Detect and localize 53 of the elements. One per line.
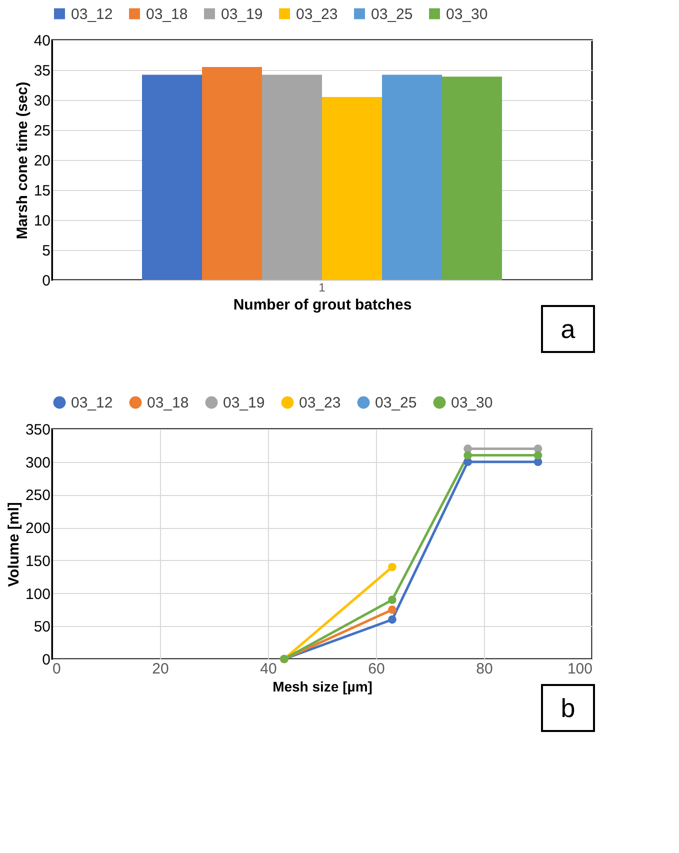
bar <box>442 76 502 280</box>
legend-label: 03_30 <box>451 394 493 412</box>
legend-label: 03_12 <box>71 394 113 412</box>
x-axis-title: Number of grout batches <box>233 296 412 314</box>
y-tick-label: 25 <box>34 122 50 140</box>
legend-label: 03_23 <box>296 6 338 23</box>
legend-label: 03_18 <box>147 394 189 412</box>
y-tick-label: 350 <box>25 422 50 438</box>
legend-label: 03_23 <box>299 394 341 412</box>
y-tick-label: 50 <box>34 618 50 636</box>
legend-label: 03_12 <box>71 6 113 23</box>
y-axis-title: Volume [ml] <box>5 502 22 587</box>
point <box>388 615 396 624</box>
x-tick-label: 100 <box>567 660 592 678</box>
bar <box>142 74 202 280</box>
y-tick-label: 5 <box>42 242 50 260</box>
y-tick-label: 300 <box>25 454 50 472</box>
bar <box>322 97 382 280</box>
x-axis-title: Mesh size [µm] <box>272 678 372 694</box>
y-tick-label: 20 <box>34 152 50 170</box>
x-tick-label: 1 <box>318 280 326 294</box>
y-tick-label: 35 <box>34 62 50 80</box>
legend-label: 03_30 <box>446 6 488 23</box>
y-tick-label: 30 <box>34 92 50 110</box>
x-tick-label: 60 <box>368 660 385 678</box>
x-tick-label: 20 <box>152 660 169 678</box>
y-tick-label: 0 <box>42 272 50 290</box>
x-tick-label: 40 <box>260 660 277 678</box>
point <box>388 562 396 572</box>
bar <box>262 74 322 280</box>
x-tick-label: 80 <box>476 660 493 678</box>
y-tick-label: 250 <box>25 487 50 504</box>
legend-label: 03_19 <box>221 6 263 23</box>
legend-label: 03_25 <box>375 394 417 412</box>
point <box>388 596 396 604</box>
y-tick-label: 15 <box>34 182 50 200</box>
y-tick-label: 100 <box>25 586 50 603</box>
x-tick-label: 0 <box>52 660 61 678</box>
y-tick-label: 40 <box>34 32 50 50</box>
bar <box>382 74 442 280</box>
legend-label: 03_18 <box>146 6 188 23</box>
legend-label: 03_25 <box>371 6 413 23</box>
legend-label: 03_19 <box>223 394 265 412</box>
y-tick-label: 150 <box>25 552 50 570</box>
point <box>534 451 542 460</box>
text: b <box>560 693 576 723</box>
bar <box>202 67 262 280</box>
y-axis-title: Marsh cone time (sec) <box>14 82 31 240</box>
point <box>388 606 396 614</box>
y-tick-label: 200 <box>25 520 50 538</box>
point <box>464 451 472 460</box>
text: a <box>560 314 576 344</box>
y-tick-label: 10 <box>34 212 50 230</box>
